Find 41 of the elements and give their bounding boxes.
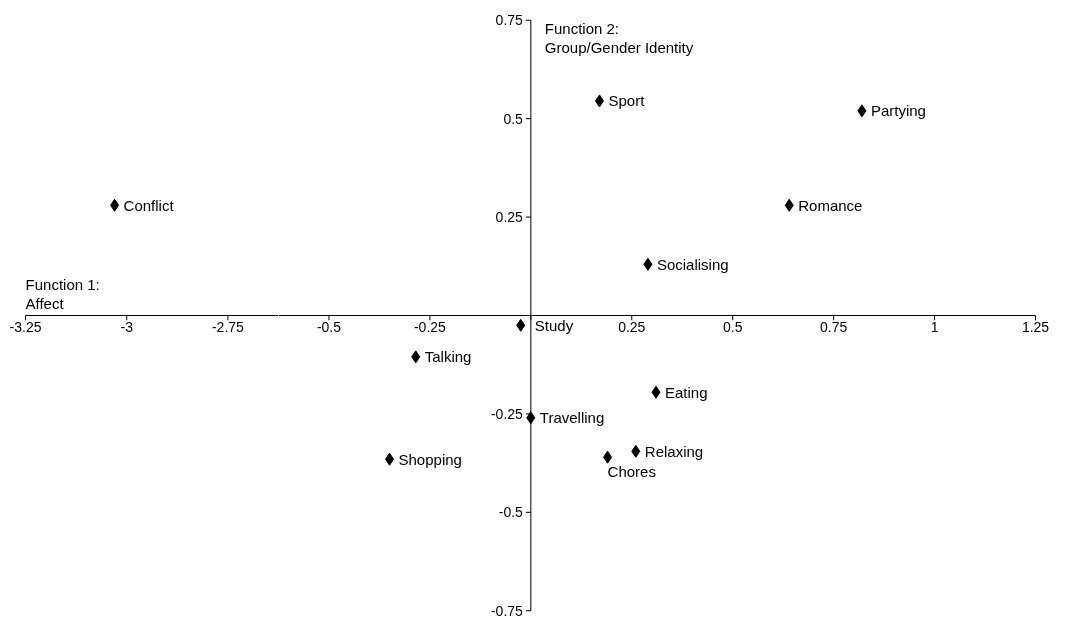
x-tick-label: -3: [120, 319, 134, 336]
y-tick-label: -0.25: [490, 405, 524, 422]
y-tick-label: 0.25: [495, 209, 524, 226]
x-tick-label: 0.5: [722, 319, 743, 336]
x-tick-label: -2.75: [211, 319, 245, 336]
annotation: Romance: [798, 196, 863, 214]
y-tick-label: -0.5: [498, 504, 524, 521]
y-tick-label: 0.5: [503, 110, 524, 127]
x-tick-label: -0.5: [316, 319, 342, 336]
point: [784, 198, 794, 212]
y-tick-label: -0.75: [490, 602, 524, 619]
annotation: Relaxing: [644, 442, 704, 460]
x-tick-label: 0.25: [618, 319, 646, 336]
point: [857, 104, 867, 118]
x-tick-label: -0.25: [413, 319, 447, 336]
annotation: Shopping: [398, 450, 462, 468]
annotation: Conflict: [123, 196, 175, 214]
x-tick-label: -3.25: [9, 319, 42, 336]
annotation: Eating: [664, 383, 708, 401]
point: [603, 450, 613, 464]
x-axis-title: Function 1: Affect: [25, 275, 100, 312]
annotation: Travelling: [539, 409, 605, 427]
x-tick-label: 1.25: [1021, 319, 1050, 336]
annotation: Talking: [424, 348, 472, 366]
point: [643, 257, 653, 271]
annotation: Socialising: [656, 255, 729, 273]
point: [411, 350, 421, 364]
y-axis-title: Function 2: Group/Gender Identity: [544, 20, 694, 56]
x-tick-label: 1: [930, 319, 939, 336]
x-tick-label: 0.75: [820, 319, 848, 336]
point: [526, 411, 536, 425]
point: [631, 444, 641, 458]
annotation: Study: [534, 316, 574, 334]
annotation: Partying: [870, 102, 926, 120]
point: [516, 318, 526, 332]
annotation: Chores: [607, 462, 656, 480]
annotation: Sport: [608, 92, 646, 110]
y-tick-label: 0.75: [495, 12, 524, 29]
point: [594, 94, 604, 108]
point: [651, 385, 661, 399]
point: [385, 452, 395, 466]
